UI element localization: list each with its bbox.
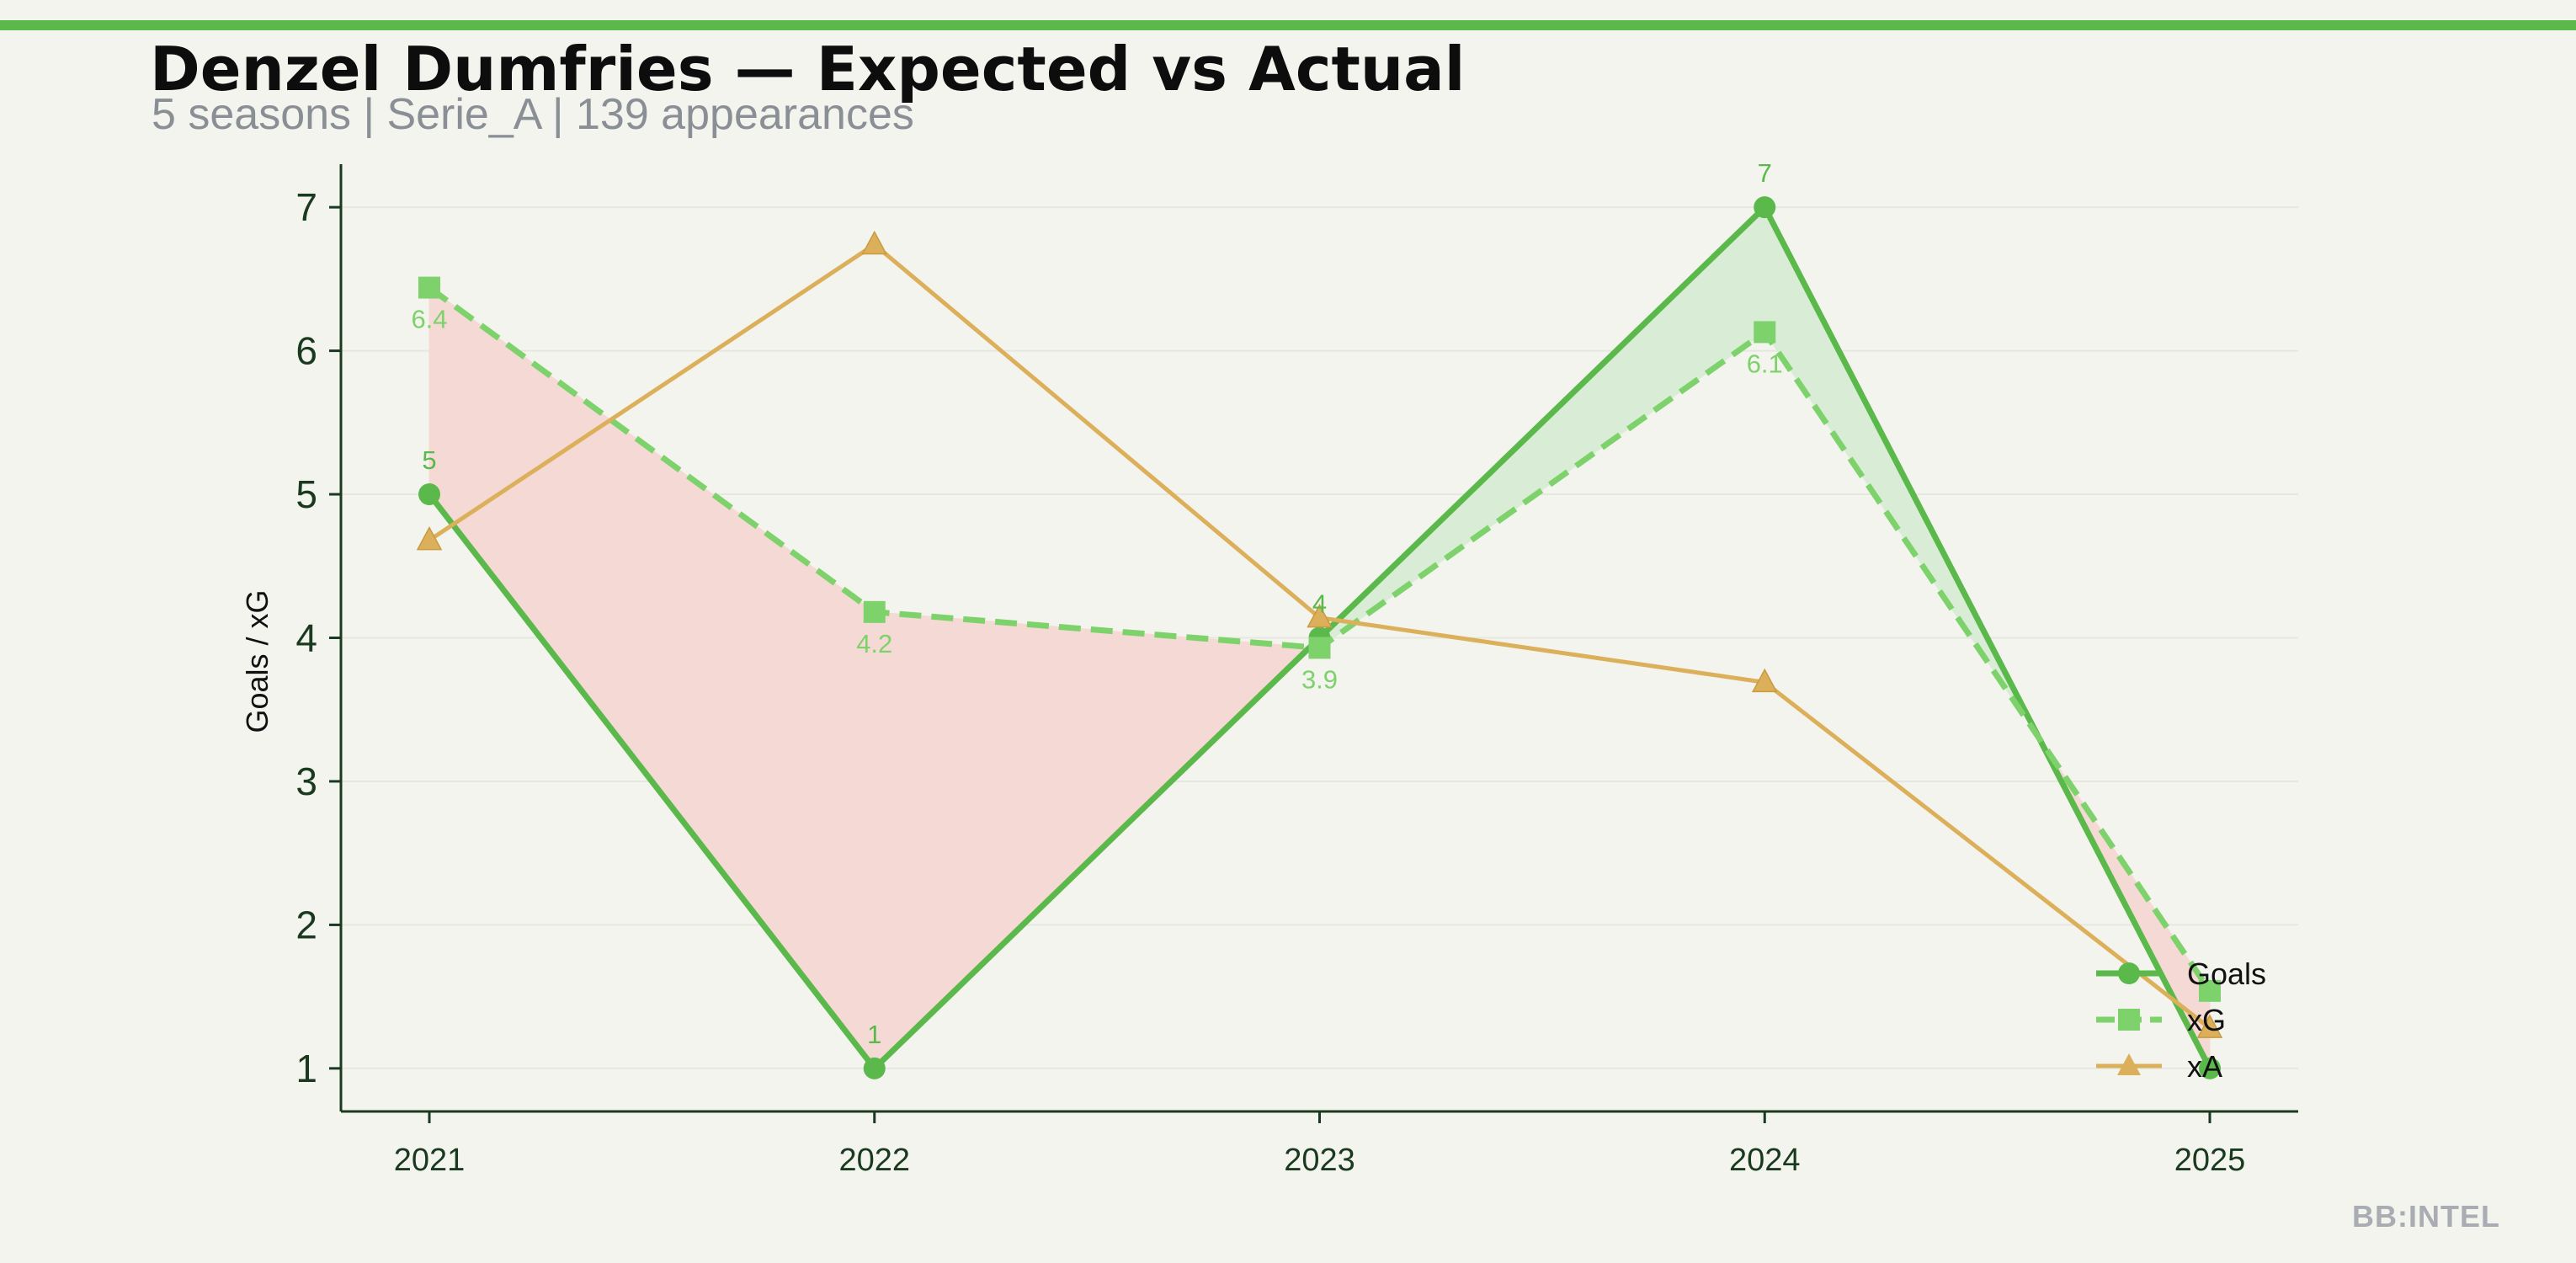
data-labels: 5 1 4 7 6.4 4.2 3.9 6.1	[411, 158, 1782, 1049]
xg-point-2022	[863, 600, 886, 623]
x-tick-label-2024: 2024	[1729, 1143, 1801, 1178]
legend-marker-xa	[2117, 1053, 2141, 1075]
legend-marker-goals	[2118, 962, 2140, 984]
underperform-fill-1a	[874, 611, 1312, 1070]
y-tick-label-3: 3	[295, 759, 317, 803]
legend-marker-xg	[2118, 1009, 2140, 1031]
xg-point-2023	[1308, 637, 1331, 659]
xg-label-2023: 3.9	[1301, 664, 1338, 694]
xa-point-2021	[416, 526, 443, 551]
xa-point-2022	[861, 230, 888, 255]
x-tick-label-2022: 2022	[838, 1143, 910, 1178]
underperform-fill-0	[428, 286, 876, 1070]
xa-point-2023	[1307, 604, 1333, 628]
goals-point-2022	[863, 1057, 886, 1079]
goals-point-2021	[418, 483, 440, 506]
goals-label-2022: 1	[867, 1020, 881, 1049]
y-axis-label: Goals / xG	[240, 589, 274, 733]
y-tick-label-5: 5	[295, 472, 317, 516]
y-tick-label-7: 7	[295, 185, 317, 229]
x-tick-label-2025: 2025	[2174, 1143, 2246, 1178]
xa-point-2025	[2196, 1014, 2223, 1038]
brand-watermark: BB:INTEL	[2352, 1199, 2500, 1234]
legend-label-xg: xG	[2187, 1003, 2226, 1037]
y-tick-label-6: 6	[295, 329, 317, 373]
goals-label-2023: 4	[1312, 589, 1327, 619]
y-tick-label-2: 2	[295, 903, 317, 946]
xg-point-2024	[1754, 321, 1776, 344]
xg-point-2021	[418, 276, 440, 299]
chart-title: Denzel Dumfries — Expected vs Actual	[150, 34, 1466, 104]
xa-point-2024	[1751, 668, 1778, 693]
axes: 1 2 3 4 5 6 7 2021 2022 2023 2024 2025 Goals / xG	[240, 164, 2298, 1178]
goals-point-2025	[2199, 1057, 2221, 1079]
top-accent-rule	[0, 20, 2576, 30]
xg-point-2025	[2199, 979, 2221, 1002]
x-tick-label-2023: 2023	[1284, 1143, 1355, 1178]
goals-point-2024	[1754, 196, 1776, 219]
xg-label-2022: 4.2	[856, 629, 892, 658]
x-tick-label-2021: 2021	[394, 1143, 466, 1178]
legend-label-xa: xA	[2187, 1049, 2222, 1084]
xg-label-2021: 6.4	[411, 305, 447, 334]
goals-label-2021: 5	[422, 445, 436, 475]
y-tick-label-1: 1	[295, 1047, 317, 1090]
legend-label-goals: Goals	[2187, 957, 2266, 991]
series-markers	[416, 196, 2223, 1079]
chart-subtitle: 5 seasons | Serie_A | 139 appearances	[152, 90, 914, 139]
goals-label-2024: 7	[1758, 158, 1772, 188]
xg-label-2024: 6.1	[1747, 349, 1783, 378]
y-tick-label-4: 4	[295, 616, 317, 660]
legend: Goals xG xA	[2096, 957, 2266, 1084]
